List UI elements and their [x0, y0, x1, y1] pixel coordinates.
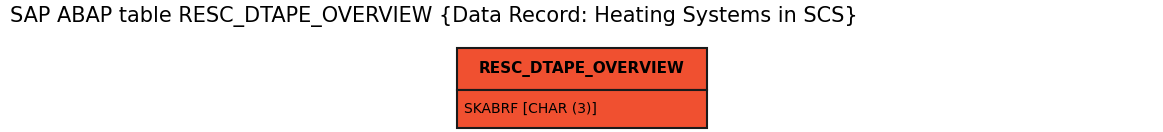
Text: SKABRF [CHAR (3)]: SKABRF [CHAR (3)]	[464, 102, 598, 116]
Bar	[457, 48, 706, 90]
Text: SAP ABAP table RESC_DTAPE_OVERVIEW {Data Record: Heating Systems in SCS}: SAP ABAP table RESC_DTAPE_OVERVIEW {Data…	[10, 6, 857, 27]
Text: RESC_DTAPE_OVERVIEW: RESC_DTAPE_OVERVIEW	[478, 61, 685, 77]
Bar	[457, 90, 706, 128]
